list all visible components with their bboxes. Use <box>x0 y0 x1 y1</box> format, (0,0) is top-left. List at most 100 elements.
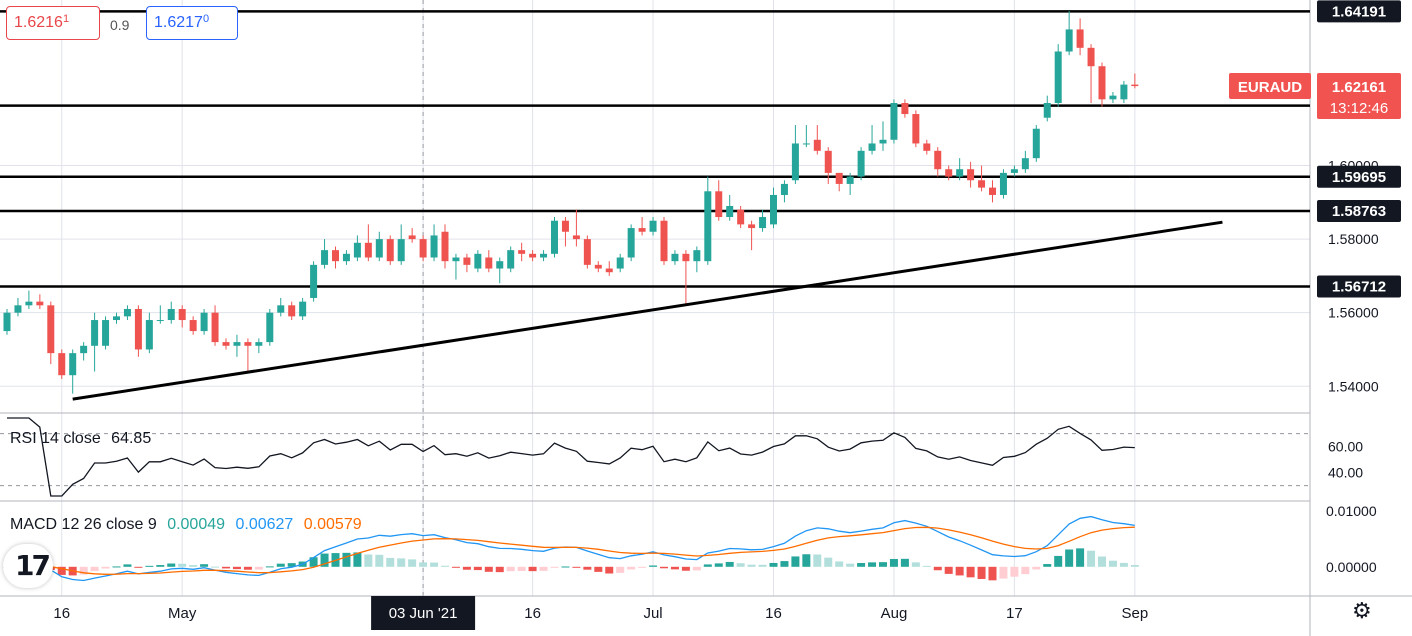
macd-hist-bar-83 <box>911 562 920 567</box>
candle-1 <box>14 297 22 317</box>
macd-signal-value: 0.00579 <box>303 516 362 533</box>
candle-50 <box>551 217 558 258</box>
candle-83 <box>912 110 920 148</box>
candle-body-64 <box>704 191 712 262</box>
macd-hist-bar-16 <box>178 563 187 567</box>
candle-87 <box>956 158 964 181</box>
candle-29 <box>321 239 329 269</box>
candle-42 <box>463 253 471 273</box>
candle-body-74 <box>813 139 821 151</box>
candle-28 <box>310 261 318 302</box>
last-price-box <box>1317 73 1401 120</box>
macd-hist-bar-41 <box>451 566 460 568</box>
ask-price-box[interactable]: 1.62170 <box>146 6 238 40</box>
macd-label: MACD 12 26 close 9 <box>10 516 157 533</box>
candle-body-0 <box>3 312 11 332</box>
candle-body-70 <box>770 194 777 225</box>
macd-hist-bar-74 <box>813 554 822 567</box>
candle-6 <box>69 349 77 394</box>
candle-25 <box>277 297 285 317</box>
macd-hist-bar-91 <box>999 566 1008 579</box>
x-tick-label-8: Sep <box>1121 605 1148 622</box>
y-tick-label-0: 1.54000 <box>1328 378 1379 394</box>
macd-hist-bar-46 <box>506 566 515 572</box>
candle-56 <box>616 253 624 273</box>
candle-93 <box>1021 150 1029 173</box>
macd-hist-bar-69 <box>758 564 767 567</box>
candle-body-91 <box>999 172 1007 195</box>
candle-body-32 <box>353 242 361 258</box>
macd-hist-bar-51 <box>561 566 570 568</box>
candle-69 <box>759 209 767 232</box>
macd-hist-bar-33 <box>364 554 373 567</box>
candle-body-86 <box>945 169 953 177</box>
price-axis: 1.540001.560001.580001.6000060.0040.000.… <box>1229 0 1401 575</box>
rsi-legend[interactable]: RSI 14 close 64.85 <box>10 430 157 448</box>
macd-hist-bar-8 <box>90 566 99 572</box>
countdown-label: 13:12:46 <box>1330 100 1388 117</box>
macd-hist-bar-62 <box>681 566 690 571</box>
candle-body-55 <box>605 268 613 273</box>
candle-body-103 <box>1131 84 1139 87</box>
macd-hist-bar-65 <box>714 563 723 567</box>
candle-66 <box>726 194 734 221</box>
x-tick-label-0: 16 <box>53 605 70 622</box>
trendline[interactable] <box>72 220 1223 401</box>
macd-hist-bar-20 <box>222 566 230 569</box>
candle-100 <box>1098 62 1106 107</box>
macd-hist-bar-61 <box>670 566 679 570</box>
candle-body-62 <box>682 253 690 262</box>
macd-hist-bar-55 <box>605 566 614 574</box>
macd-hist-bar-54 <box>594 566 603 572</box>
candle-85 <box>934 147 942 177</box>
candle-71 <box>780 180 788 203</box>
macd-hist-bar-29 <box>320 553 329 567</box>
macd-hist-bar-56 <box>616 566 625 573</box>
trendline-line[interactable] <box>72 220 1223 401</box>
candle-body-11 <box>123 309 131 317</box>
candle-body-89 <box>978 180 986 188</box>
candle-body-48 <box>529 253 537 258</box>
macd-hist-bar-95 <box>1043 564 1052 567</box>
macd-hist-bar-70 <box>769 562 778 567</box>
candle-8 <box>91 312 99 372</box>
candle-68 <box>748 220 756 251</box>
candle-body-25 <box>277 305 285 313</box>
candle-76 <box>835 172 843 192</box>
macd-hist-bar-42 <box>462 566 471 570</box>
candle-81 <box>890 99 898 144</box>
macd-hist-bar-14 <box>156 565 165 567</box>
settings-gear-icon[interactable]: ⚙ <box>1352 598 1372 623</box>
candle-46 <box>507 246 515 273</box>
macd-axis-label-1: 0.00000 <box>1326 559 1377 575</box>
candle-body-37 <box>408 235 416 240</box>
candle-3 <box>36 294 44 309</box>
candle-96 <box>1054 44 1062 107</box>
macd-hist-bar-5 <box>57 566 66 575</box>
bid-price-box[interactable]: 1.62161 <box>6 6 100 40</box>
macd-hist-bar-48 <box>528 566 537 572</box>
macd-hist-bar-47 <box>517 566 526 571</box>
tradingview-logo[interactable]: 17 <box>3 544 53 588</box>
macd-hist-bar-72 <box>791 556 800 567</box>
macd-legend[interactable]: MACD 12 26 close 9 0.00049 0.00627 0.005… <box>10 516 368 534</box>
symbol-tag-box <box>1229 73 1311 100</box>
macd-hist-bar-57 <box>627 566 636 570</box>
candle-95 <box>1043 95 1051 122</box>
candle-body-76 <box>835 172 843 184</box>
candle-33 <box>364 224 372 262</box>
candle-82 <box>901 99 909 118</box>
candle-body-30 <box>332 250 339 262</box>
candle-58 <box>638 217 646 236</box>
rsi-axis-label-1: 40.00 <box>1328 465 1363 481</box>
macd-hist-bar-35 <box>386 557 395 567</box>
y-tick-label-2: 1.58000 <box>1328 231 1379 247</box>
candle-43 <box>474 250 482 273</box>
level-label-box-0 <box>1317 0 1401 23</box>
candle-body-47 <box>518 250 526 254</box>
candle-72 <box>791 125 799 184</box>
macd-hist-bar-24 <box>265 566 274 568</box>
candle-84 <box>923 139 931 155</box>
candle-64 <box>704 176 712 265</box>
